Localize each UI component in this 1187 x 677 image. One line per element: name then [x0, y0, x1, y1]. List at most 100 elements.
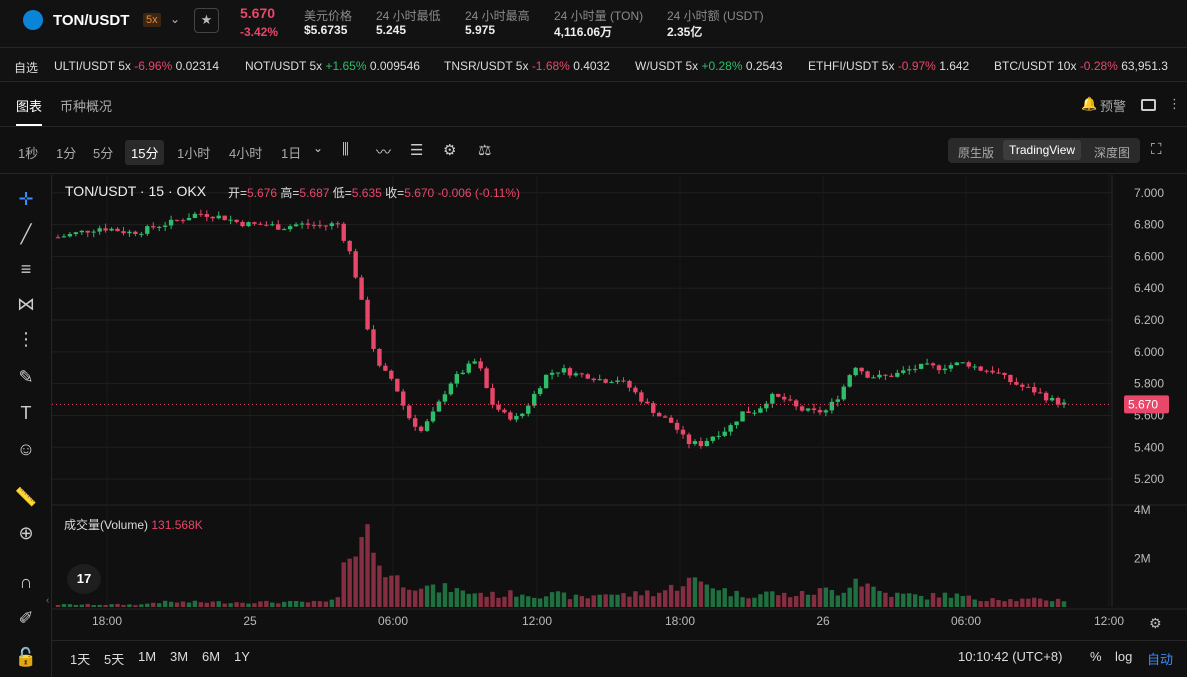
watchlist-item[interactable]: BTC/USDT 10x -0.28% 63,951.3 — [994, 59, 1168, 73]
tf-1s[interactable]: 1秒 — [18, 146, 39, 161]
layout-icon[interactable] — [1141, 99, 1156, 111]
projection-icon[interactable]: ⋮ — [17, 329, 35, 349]
tf-1d[interactable]: 1日 — [281, 146, 302, 161]
view-depth[interactable]: 深度图 — [1094, 146, 1131, 160]
volume-bar — [430, 584, 436, 607]
chevron-down-icon[interactable]: ⌄ — [170, 12, 181, 26]
tradingview-logo-icon[interactable]: 17 — [67, 564, 101, 594]
view-basic[interactable]: 原生版 — [958, 146, 995, 160]
watch-change: +0.28% — [701, 59, 743, 73]
scale-icon[interactable]: ⚖ — [478, 142, 492, 159]
range-5d[interactable]: 5天 — [104, 652, 125, 667]
volume-bar — [359, 537, 364, 607]
candle-body — [258, 223, 263, 225]
chevron-down-icon[interactable]: ⌄ — [313, 141, 324, 155]
candle-body — [234, 219, 239, 222]
candle-body — [520, 413, 525, 417]
indicator-icon[interactable]: 〰 — [376, 144, 392, 161]
volume-bar — [520, 594, 525, 607]
emoji-icon[interactable]: ☺ — [16, 439, 36, 459]
volume-bar — [323, 601, 329, 607]
candle-body — [585, 374, 590, 379]
tf-15m[interactable]: 15分 — [125, 140, 165, 165]
candle-type-icon[interactable]: ⫼ — [342, 141, 349, 158]
candle-body — [532, 393, 537, 406]
watchlist-item[interactable]: TNSR/USDT 5x -1.68% 0.4032 — [444, 59, 610, 73]
ruler-icon[interactable]: 📏 — [14, 487, 38, 507]
volume-bar — [317, 601, 323, 607]
lock-draw-icon[interactable]: ✐ — [18, 608, 34, 628]
candle-body — [186, 217, 192, 221]
candle-body — [210, 216, 215, 219]
pair-name[interactable]: TON/USDT — [53, 12, 130, 29]
tab-coin-info[interactable]: 币种概况 — [60, 99, 113, 114]
price-tick: 7.000 — [1134, 186, 1164, 200]
time-tick: 26 — [816, 614, 830, 628]
watchlist-item[interactable]: W/USDT 5x +0.28% 0.2543 — [635, 59, 783, 73]
volume-bar — [883, 592, 888, 607]
watchlist-label[interactable]: 自选 — [14, 61, 39, 75]
tf-1h[interactable]: 1小时 — [177, 146, 211, 161]
volume-bar — [91, 605, 96, 607]
log-toggle[interactable]: log — [1115, 649, 1133, 664]
candle-body — [615, 380, 620, 382]
candle-body — [859, 367, 864, 372]
gear-icon[interactable]: ⚙ — [443, 142, 457, 159]
watchlist-item[interactable]: ULTI/USDT 5x -6.96% 0.02314 — [54, 59, 219, 73]
watchlist-item[interactable]: ETHFI/USDT 5x -0.97% 1.642 — [808, 59, 969, 73]
volume-bar — [615, 594, 620, 607]
range-1d[interactable]: 1天 — [70, 652, 91, 667]
range-1y[interactable]: 1Y — [234, 649, 250, 664]
price-tick: 6.000 — [1134, 345, 1164, 359]
template-icon[interactable]: ☰ — [410, 142, 424, 159]
chart-toolbar: 1秒 1分 5分 15分 1小时 4小时 1日 ⌄ ⫼ 〰 ☰ ⚙ ⚖ ⛶ — [0, 128, 1187, 174]
range-1m[interactable]: 1M — [138, 649, 157, 664]
fib-icon[interactable]: ≡ — [20, 259, 32, 279]
text-icon[interactable]: T — [20, 403, 32, 423]
collapse-arrow-icon[interactable]: ‹ — [46, 595, 50, 606]
candle-body — [865, 371, 870, 378]
magnet-icon[interactable]: ∩ — [19, 572, 33, 592]
candle-body — [276, 224, 281, 230]
stat-label: 24 小时量 (TON) — [554, 9, 644, 23]
view-tradingview[interactable]: TradingView — [1003, 140, 1082, 160]
zoom-in-icon[interactable]: ⊕ — [18, 523, 34, 543]
candlestick-chart[interactable]: 7.0006.8006.6006.4006.2006.0005.8005.600… — [52, 175, 1187, 640]
fullscreen-icon[interactable]: ⛶ — [1151, 141, 1162, 158]
volume-bar — [847, 587, 852, 607]
volume-bar — [198, 602, 204, 607]
volume-bar — [210, 601, 215, 607]
tab-alert[interactable]: 预警 — [1100, 99, 1127, 114]
watch-pair: ETHFI/USDT 5x — [808, 59, 895, 73]
trendline-icon[interactable]: ╱ — [20, 224, 32, 244]
auto-toggle[interactable]: 自动 — [1147, 652, 1174, 667]
pattern-icon[interactable]: ⋈ — [17, 294, 35, 314]
candle-body — [710, 436, 715, 441]
range-6m[interactable]: 6M — [202, 649, 221, 664]
tf-1m[interactable]: 1分 — [56, 146, 77, 161]
watchlist-item[interactable]: NOT/USDT 5x +1.65% 0.009546 — [245, 59, 420, 73]
volume-bar — [543, 596, 549, 607]
top-bar: TON/USDT 5x ⌄ ★ 5.670 -3.42% 美元价格 $5.6735… — [0, 0, 1187, 48]
settings-gear-icon[interactable]: ⚙ — [1149, 615, 1162, 631]
percent-toggle[interactable]: % — [1090, 649, 1102, 664]
crosshair-icon[interactable]: ✛ — [18, 189, 34, 209]
lock-icon[interactable]: 🔓 — [14, 647, 38, 667]
brush-icon[interactable]: ✎ — [18, 367, 34, 387]
volume-bar — [942, 592, 948, 607]
star-icon[interactable]: ★ — [194, 8, 219, 33]
volume-bar — [192, 600, 198, 607]
tf-5m[interactable]: 5分 — [93, 146, 114, 161]
more-icon[interactable]: ⋮ — [1168, 96, 1181, 111]
tf-4h[interactable]: 4小时 — [229, 146, 263, 161]
time-tick: 18:00 — [665, 614, 695, 628]
range-3m[interactable]: 3M — [170, 649, 189, 664]
watch-pair: W/USDT 5x — [635, 59, 699, 73]
tab-chart[interactable]: 图表 — [16, 96, 43, 126]
volume-bar — [103, 604, 108, 607]
bell-icon[interactable]: 🔔 — [1081, 96, 1098, 111]
volume-bar — [401, 587, 406, 607]
candle-body — [549, 372, 555, 375]
volume-bar — [1020, 598, 1025, 607]
chart-area[interactable]: 7.000 6.800 6.600 6.400 6.200 6.000 5.800 5.600… — [46, 175, 1187, 640]
